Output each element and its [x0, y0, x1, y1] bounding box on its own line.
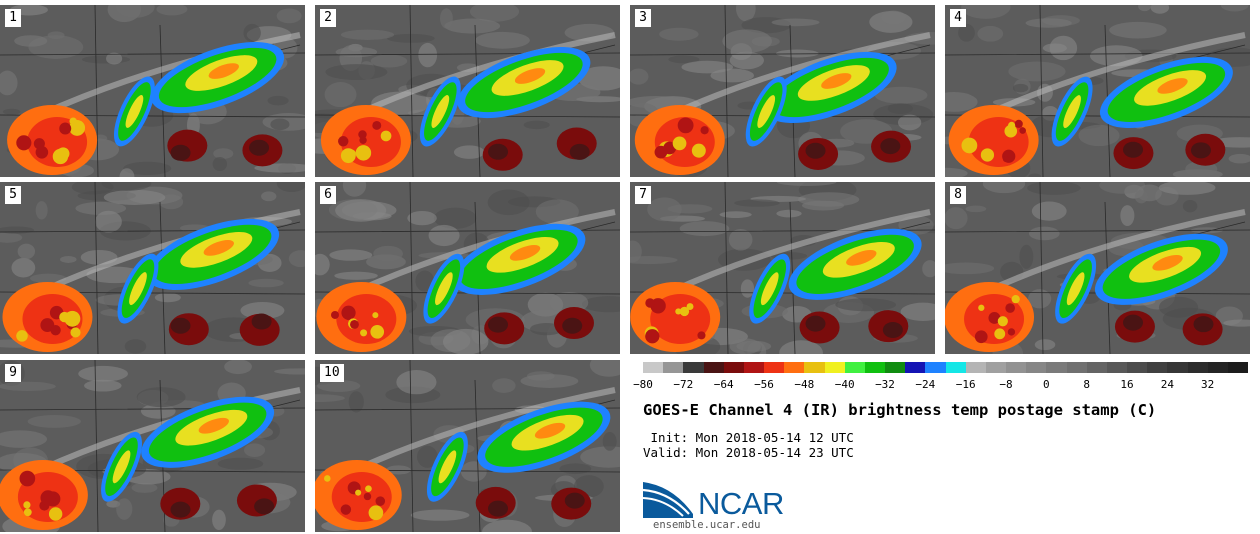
colorbar-segment — [824, 362, 845, 373]
satellite-ir-image — [0, 360, 305, 532]
satellite-ir-image — [315, 360, 620, 532]
colorbar-segment — [1167, 362, 1188, 373]
ensemble-member-panel: 8 — [945, 182, 1250, 354]
member-number-label: 5 — [5, 186, 21, 204]
colorbar-tick-label: 32 — [1201, 378, 1215, 391]
colorbar-segment — [643, 362, 664, 373]
colorbar-segment — [905, 362, 926, 373]
colorbar-tick-labels: −80 −72 −64 −56 −48 −40 −32 −24 −16 −8 0 8 16 24 32 — [633, 378, 1248, 392]
colorbar-segment — [1046, 362, 1067, 373]
member-number-label: 6 — [320, 186, 336, 204]
colorbar-segment — [1147, 362, 1168, 373]
ensemble-member-panel: 2 — [315, 5, 620, 177]
member-number-label: 1 — [5, 9, 21, 27]
colorbar-segment — [1227, 362, 1249, 373]
colorbar-segment — [703, 362, 724, 373]
colorbar-segment — [1026, 362, 1047, 373]
member-number-label: 4 — [950, 9, 966, 27]
colorbar-tick-label: −8 — [999, 378, 1013, 391]
colorbar-segment — [1106, 362, 1128, 373]
ensemble-member-panel: 10 — [315, 360, 620, 532]
satellite-ir-image — [945, 182, 1250, 354]
colorbar-tick-label: −72 — [673, 378, 694, 391]
colorbar-segment — [945, 362, 966, 373]
colorbar-segment — [864, 362, 886, 373]
satellite-ir-image — [315, 182, 620, 354]
ensemble-member-panel: 5 — [0, 182, 305, 354]
member-number-label: 9 — [5, 364, 21, 382]
colorbar-segment — [885, 362, 906, 373]
colorbar-segment — [723, 362, 744, 373]
satellite-ir-image — [0, 5, 305, 177]
colorbar-tick-label: −80 — [633, 378, 653, 391]
colorbar-tick-label: 24 — [1160, 378, 1174, 391]
colorbar-tick-label: −32 — [875, 378, 895, 391]
colorbar-segment — [743, 362, 765, 373]
colorbar-segment — [663, 362, 684, 373]
colorbar-segment — [965, 362, 986, 373]
ensemble-member-panel: 9 — [0, 360, 305, 532]
ensemble-member-panel: 1 — [0, 5, 305, 177]
colorbar-tick-label: 16 — [1120, 378, 1134, 391]
valid-time: Valid: Mon 2018-05-14 23 UTC — [643, 445, 854, 460]
satellite-ir-image — [0, 182, 305, 354]
colorbar-segment — [1086, 362, 1107, 373]
satellite-ir-image — [630, 182, 935, 354]
satellite-ir-image — [945, 5, 1250, 177]
colorbar-tick-label: −64 — [713, 378, 734, 391]
ensemble-member-panel: 6 — [315, 182, 620, 354]
colorbar-segment — [844, 362, 865, 373]
ncar-wordmark: NCAR — [698, 486, 784, 521]
colorbar-segment — [1066, 362, 1087, 373]
member-number-label: 2 — [320, 9, 336, 27]
colorbar-segment — [1127, 362, 1148, 373]
colorbar-segment — [764, 362, 785, 373]
colorbar-segment — [925, 362, 946, 373]
ensemble-member-panel: 4 — [945, 5, 1250, 177]
ensemble-member-panel: 7 — [630, 182, 935, 354]
colorbar-segment — [804, 362, 825, 373]
colorbar-tick-label: 0 — [1043, 378, 1050, 391]
colorbar-segment — [1006, 362, 1027, 373]
colorbar-tick-label: −24 — [915, 378, 936, 391]
colorbar-tick-label: −48 — [794, 378, 815, 391]
member-number-label: 3 — [635, 9, 651, 27]
figure-title: GOES-E Channel 4 (IR) brightness temp po… — [643, 401, 1157, 419]
ensemble-member-panel: 3 — [630, 5, 935, 177]
ncar-logo: NCAR ensemble.ucar.edu — [643, 476, 803, 534]
colorbar-segment — [784, 362, 805, 373]
colorbar-segment — [1207, 362, 1228, 373]
satellite-ir-image — [315, 5, 620, 177]
member-number-label: 10 — [320, 364, 344, 382]
ncar-swoosh-icon — [643, 482, 693, 518]
colorbar-tick-label: −40 — [834, 378, 855, 391]
colorbar-tick-label: −16 — [955, 378, 976, 391]
colorbar — [643, 362, 1249, 373]
colorbar-segment — [985, 362, 1007, 373]
colorbar-segment — [683, 362, 704, 373]
member-number-label: 7 — [635, 186, 651, 204]
init-time: Init: Mon 2018-05-14 12 UTC — [643, 430, 854, 445]
ensemble-url: ensemble.ucar.edu — [653, 519, 761, 531]
member-number-label: 8 — [950, 186, 966, 204]
colorbar-segment — [1187, 362, 1208, 373]
satellite-ir-image — [630, 5, 935, 177]
colorbar-tick-label: −56 — [754, 378, 774, 391]
colorbar-tick-label: 8 — [1083, 378, 1090, 391]
